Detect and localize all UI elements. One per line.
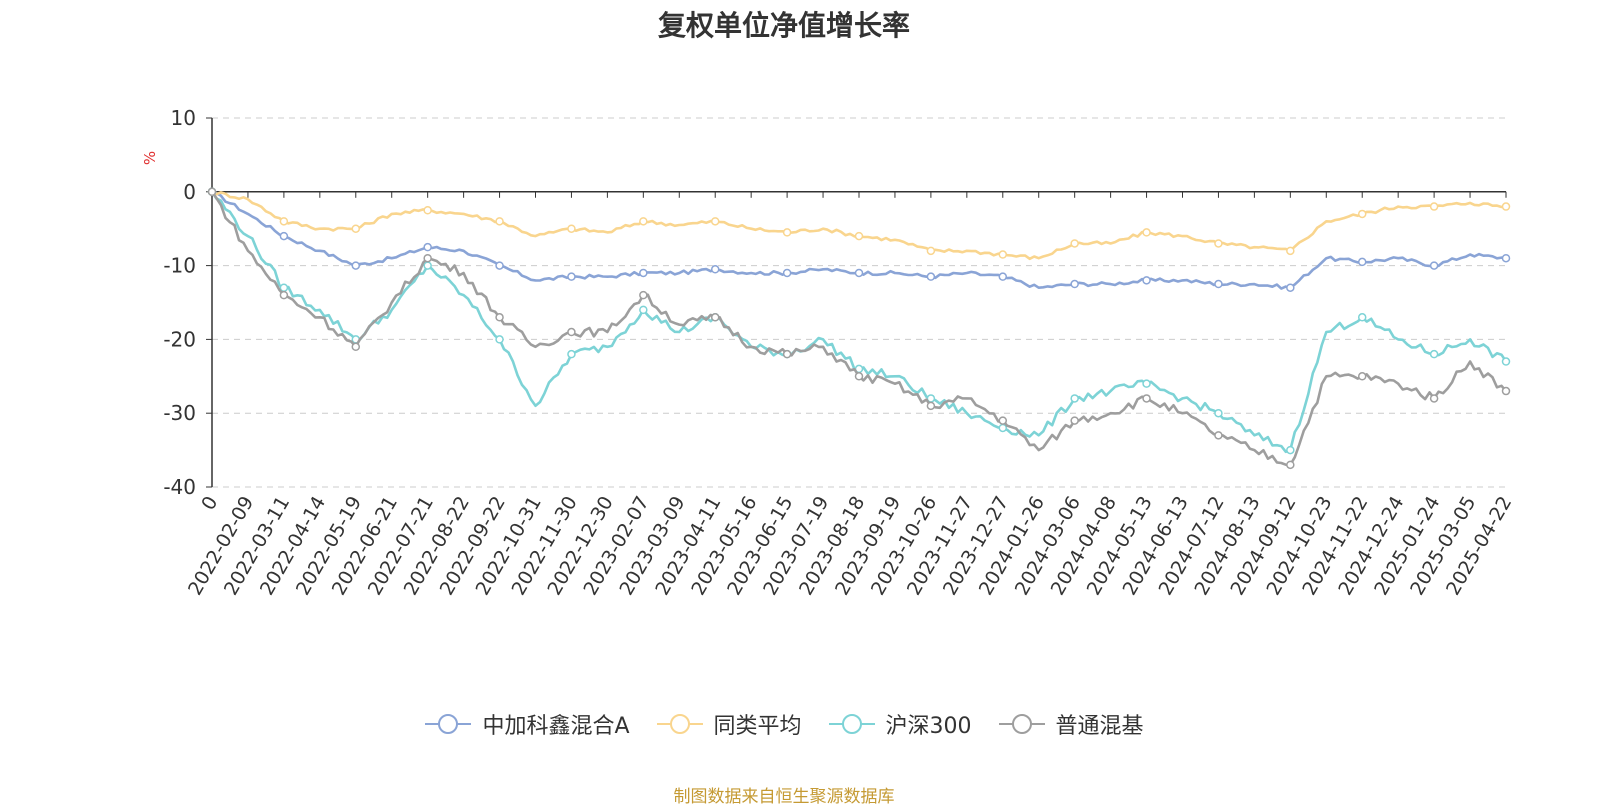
data-point bbox=[1286, 445, 1295, 455]
data-point bbox=[998, 416, 1008, 425]
data-point bbox=[639, 305, 648, 315]
data-point bbox=[495, 261, 504, 270]
data-point bbox=[1357, 257, 1367, 267]
legend-marker-icon bbox=[828, 714, 875, 734]
data-point bbox=[710, 265, 720, 274]
data-point bbox=[1214, 279, 1223, 289]
data-point bbox=[423, 261, 432, 270]
data-point bbox=[1357, 209, 1367, 219]
data-point bbox=[710, 217, 720, 226]
data-point bbox=[1501, 202, 1511, 211]
data-point bbox=[567, 224, 576, 233]
data-point bbox=[639, 268, 648, 278]
source-note: 制图数据来自恒生聚源数据库 bbox=[673, 787, 895, 807]
data-point bbox=[423, 206, 432, 215]
data-point bbox=[1142, 379, 1151, 388]
data-point bbox=[351, 224, 361, 233]
data-point bbox=[1429, 261, 1439, 270]
data-point bbox=[279, 290, 289, 300]
legend-label: 普通混基 bbox=[1055, 714, 1144, 739]
data-point bbox=[782, 268, 792, 278]
legend-marker-icon bbox=[998, 714, 1045, 734]
x-tick-label: 0 bbox=[197, 493, 222, 514]
data-point bbox=[495, 217, 504, 226]
data-point bbox=[998, 250, 1008, 259]
data-point bbox=[1070, 239, 1079, 248]
data-point bbox=[639, 217, 648, 226]
data-point bbox=[1501, 386, 1511, 396]
legend-label: 中加科鑫混合A bbox=[482, 714, 630, 739]
data-point bbox=[1357, 372, 1367, 381]
data-point bbox=[1214, 239, 1223, 248]
y-tick-label: -10 bbox=[163, 254, 196, 278]
data-point bbox=[1286, 246, 1295, 256]
legend-marker-icon bbox=[425, 714, 472, 734]
data-point bbox=[854, 268, 864, 278]
y-tick-label: 0 bbox=[183, 180, 196, 204]
legend-label: 沪深300 bbox=[885, 714, 972, 739]
data-point bbox=[639, 290, 648, 300]
data-point bbox=[1501, 357, 1511, 366]
data-point bbox=[207, 187, 217, 197]
data-point bbox=[1214, 408, 1223, 418]
legend-label: 同类平均 bbox=[713, 714, 802, 739]
data-point bbox=[710, 313, 720, 322]
data-point bbox=[279, 283, 289, 292]
data-point bbox=[854, 372, 864, 381]
data-point bbox=[1501, 253, 1511, 263]
data-point bbox=[495, 313, 504, 322]
data-point bbox=[1429, 349, 1439, 359]
data-point bbox=[1429, 202, 1439, 211]
y-tick-label: -30 bbox=[163, 401, 196, 425]
data-point bbox=[854, 231, 864, 241]
data-point bbox=[998, 272, 1008, 281]
data-point bbox=[1429, 394, 1439, 403]
legend: 中加科鑫混合A 同类平均 沪深300 普通混基 bbox=[0, 708, 1568, 740]
data-point bbox=[567, 349, 576, 359]
y-tick-label: -40 bbox=[163, 475, 196, 499]
data-point bbox=[567, 272, 576, 281]
data-point bbox=[782, 228, 792, 237]
data-point bbox=[1286, 460, 1295, 470]
data-point bbox=[1286, 283, 1295, 292]
data-point bbox=[351, 342, 361, 352]
data-point bbox=[998, 423, 1008, 433]
data-point bbox=[926, 401, 936, 411]
data-point bbox=[567, 327, 576, 337]
data-point bbox=[1070, 394, 1079, 403]
data-point bbox=[423, 242, 432, 252]
legend-item[interactable]: 中加科鑫混合A bbox=[424, 708, 630, 740]
data-point bbox=[279, 217, 289, 226]
data-point bbox=[351, 261, 361, 270]
data-point bbox=[495, 335, 504, 344]
data-point bbox=[782, 349, 792, 359]
legend-item[interactable]: 同类平均 bbox=[656, 708, 802, 740]
data-point bbox=[279, 231, 289, 241]
data-point bbox=[926, 272, 936, 281]
series-line bbox=[211, 190, 1507, 261]
data-point bbox=[1142, 276, 1151, 285]
legend-marker-icon bbox=[656, 714, 703, 734]
y-tick-label: -20 bbox=[163, 327, 196, 351]
y-axis-label: % bbox=[141, 151, 159, 165]
data-point bbox=[1070, 279, 1079, 289]
y-tick-label: 10 bbox=[171, 106, 196, 130]
data-point bbox=[926, 246, 936, 256]
chart-title: 复权单位净值增长率 bbox=[657, 9, 910, 42]
data-point bbox=[423, 253, 432, 263]
data-point bbox=[1070, 416, 1079, 425]
data-point bbox=[1357, 313, 1367, 322]
data-point bbox=[1214, 431, 1223, 440]
legend-item[interactable]: 沪深300 bbox=[828, 708, 972, 740]
data-point bbox=[1142, 394, 1151, 403]
data-point bbox=[1142, 228, 1151, 237]
legend-item[interactable]: 普通混基 bbox=[998, 708, 1144, 740]
